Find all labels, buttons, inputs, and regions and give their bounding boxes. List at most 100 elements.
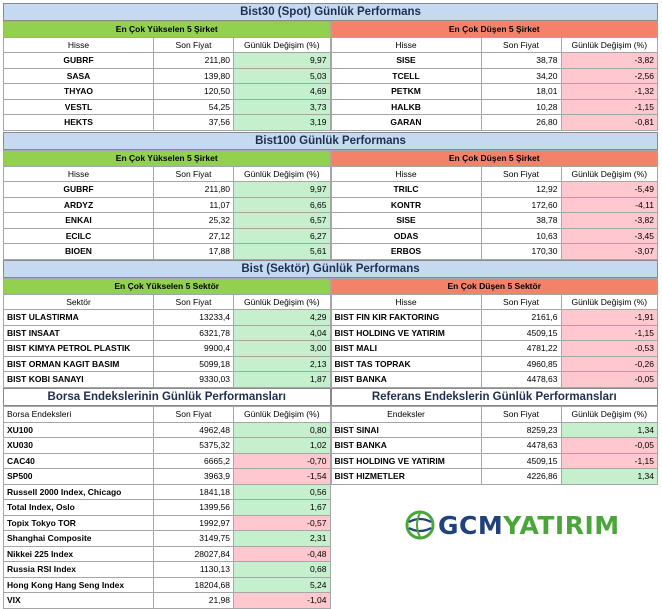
row-name: ECILC [3,227,154,244]
table-row: TRILC 12,92 -5,49 [330,181,658,198]
row-price: 211,80 [153,181,234,198]
col-header-change: Günlük Değişim (%) [560,165,658,182]
row-name: BIST FIN KIR FAKTORING [330,309,482,326]
row-change: -3,07 [560,243,658,260]
col-header-price: Son Fiyat [153,293,234,310]
borsa-indices: Borsa Endekslerinin Günlük Performanslar… [3,388,331,609]
row-price: 3963,9 [153,468,234,485]
row-price: 21,98 [153,592,234,609]
table-row: Russia RSI Index 1130,13 0,68 [3,561,331,578]
row-change: 0,80 [233,421,331,438]
col-header-change: Günlük Değişim (%) [560,293,658,310]
row-name: HALKB [330,98,482,115]
table-row: Nikkei 225 Index 28027,84 -0,48 [3,545,331,562]
table-row: VIX 21,98 -1,04 [3,592,331,609]
row-name: BIST ULASTIRMA [3,309,154,326]
row-change: 3,00 [233,340,331,357]
row-price: 17,88 [153,243,234,260]
row-change: -1,15 [560,324,658,341]
row-name: Russell 2000 Index, Chicago [3,483,154,500]
row-price: 139,80 [153,67,234,84]
row-name: SISE [330,212,482,229]
table-row: BIST ULASTIRMA 13233,4 4,29 [3,309,331,326]
col-header-price: Son Fiyat [153,36,234,53]
col-header-change: Günlük Değişim (%) [233,293,331,310]
row-price: 4960,85 [480,355,562,372]
table-row: BIST SINAI 8259,23 1,34 [330,421,658,438]
col-header-price: Son Fiyat [480,293,562,310]
row-change: -3,82 [560,212,658,229]
row-name: XU100 [3,421,154,438]
row-price: 4226,86 [480,468,562,485]
row-change: -5,49 [560,181,658,198]
row-price: 18,01 [480,83,562,100]
row-change: 0,56 [233,483,331,500]
gcm-logo: GCMYATIRIM [405,510,620,540]
row-price: 38,78 [480,212,562,229]
row-price: 4509,15 [480,324,562,341]
col-header-change: Günlük Değişim (%) [560,36,658,53]
col-header-name: Sektör [3,293,154,310]
bist30-up-rows: GUBRF 211,80 9,97 SASA 139,80 5,03 THYAO 120,50… [3,52,331,131]
sector-section: Bist (Sektör) Günlük Performans En Çok Y… [3,260,658,388]
row-name: BIST MALI [330,340,482,357]
bist30-up-header: En Çok Yükselen 5 Şirket [3,21,331,38]
bist100-losers: En Çok Düşen 5 Şirket Hisse Son Fiyat Gü… [330,150,659,260]
row-name: THYAO [3,83,154,100]
table-row: ENKAI 25,32 6,57 [3,212,331,229]
col-header-price: Son Fiyat [480,165,562,182]
row-price: 34,20 [480,67,562,84]
bist30-section: Bist30 (Spot) Günlük Performans En Çok Y… [3,3,658,131]
table-row: HALKB 10,28 -1,15 [330,98,658,115]
borsa-title: Borsa Endekslerinin Günlük Performanslar… [3,388,331,406]
table-row: CAC40 6665,2 -0,70 [3,452,331,469]
row-price: 172,60 [480,196,562,213]
row-name: BIST BANKA [330,437,482,454]
row-name: GARAN [330,114,482,131]
referans-title: Referans Endekslerin Günlük Performansla… [330,388,658,406]
row-change: 1,34 [560,421,658,438]
table-row: BIST ORMAN KAGIT BASIM 5099,18 2,13 [3,355,331,372]
col-header-price: Son Fiyat [480,36,562,53]
row-name: CAC40 [3,452,154,469]
table-row: THYAO 120,50 4,69 [3,83,331,100]
row-name: VESTL [3,98,154,115]
table-row: Total Index, Oslo 1399,56 1,67 [3,499,331,516]
logo-text-gcm: GCM [438,510,504,540]
row-price: 38,78 [480,52,562,69]
row-change: 1,87 [233,371,331,388]
row-change: -0,26 [560,355,658,372]
row-change: -1,54 [233,468,331,485]
row-name: ODAS [330,227,482,244]
row-price: 170,30 [480,243,562,260]
table-row: SISE 38,78 -3,82 [330,212,658,229]
table-row: SP500 3963,9 -1,54 [3,468,331,485]
row-change: 6,27 [233,227,331,244]
table-row: BIST HOLDING VE YATIRIM 4509,15 -1,15 [330,452,658,469]
table-row: HEKTS 37,56 3,19 [3,114,331,131]
bist30-title: Bist30 (Spot) Günlük Performans [3,3,658,21]
row-name: BIST ORMAN KAGIT BASIM [3,355,154,372]
row-change: -1,91 [560,309,658,326]
col-header-change: Günlük Değişim (%) [560,406,658,423]
row-name: ARDYZ [3,196,154,213]
row-price: 28027,84 [153,545,234,562]
row-change: -3,45 [560,227,658,244]
row-name: BIST HIZMETLER [330,468,482,485]
row-price: 6665,2 [153,452,234,469]
row-change: -0,05 [560,437,658,454]
sector-down-header: En Çok Düşen 5 Sektör [330,278,658,295]
bist30-down-header: En Çok Düşen 5 Şirket [330,21,658,38]
table-row: KONTR 172,60 -4,11 [330,196,658,213]
row-price: 2161,6 [480,309,562,326]
bist100-gainers: En Çok Yükselen 5 Şirket Hisse Son Fiyat… [3,150,331,260]
row-name: BIST KOBI SANAYI [3,371,154,388]
row-price: 1399,56 [153,499,234,516]
indices-section: Borsa Endekslerinin Günlük Performanslar… [3,388,658,609]
row-price: 211,80 [153,52,234,69]
table-row: BIST HOLDING VE YATIRIM 4509,15 -1,15 [330,324,658,341]
col-header-change: Günlük Değişim (%) [233,36,331,53]
row-name: TCELL [330,67,482,84]
row-name: SASA [3,67,154,84]
row-price: 1992,97 [153,514,234,531]
